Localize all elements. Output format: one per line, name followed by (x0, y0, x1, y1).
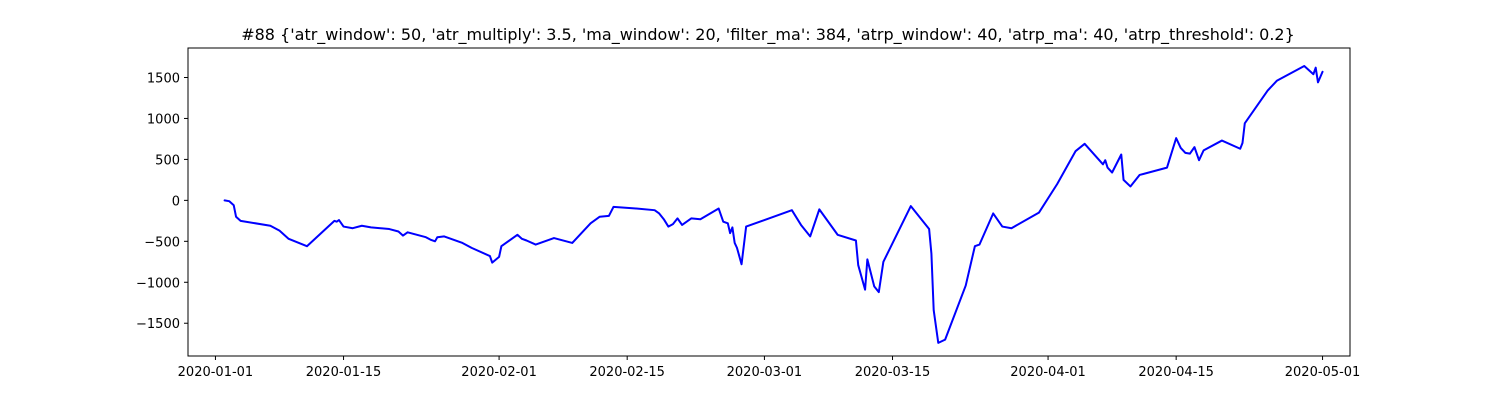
chart-title: #88 {'atr_window': 50, 'atr_multiply': 3… (241, 25, 1295, 45)
y-axis: 1500 1000 500 0 −500 −1000 −1500 (136, 71, 188, 332)
y-tick-label: 500 (155, 153, 180, 168)
series-line-0 (223, 65, 1324, 344)
plot-frame (187, 47, 1351, 357)
x-tick-label: 2020-05-01 (1285, 365, 1361, 380)
x-tick-label: 2020-04-15 (1138, 365, 1214, 380)
x-tick-label: 2020-03-01 (727, 365, 803, 380)
y-tick-label: 1500 (147, 71, 180, 86)
x-tick-label: 2020-04-01 (1010, 365, 1086, 380)
plot-area (223, 65, 1324, 344)
y-tick-label: −1500 (136, 317, 180, 332)
x-tick-label: 2020-01-15 (306, 365, 382, 380)
y-tick-label: −1000 (136, 276, 180, 291)
x-axis: 2020-01-01 2020-01-15 2020-02-01 2020-02-15… (178, 356, 1361, 380)
x-tick-label: 2020-01-01 (178, 365, 254, 380)
y-tick-label: 1000 (147, 112, 180, 127)
y-tick-label: 0 (172, 194, 180, 209)
x-tick-label: 2020-03-15 (855, 365, 931, 380)
x-tick-label: 2020-02-01 (461, 365, 537, 380)
y-tick-label: −500 (144, 235, 180, 250)
x-tick-label: 2020-02-15 (589, 365, 665, 380)
